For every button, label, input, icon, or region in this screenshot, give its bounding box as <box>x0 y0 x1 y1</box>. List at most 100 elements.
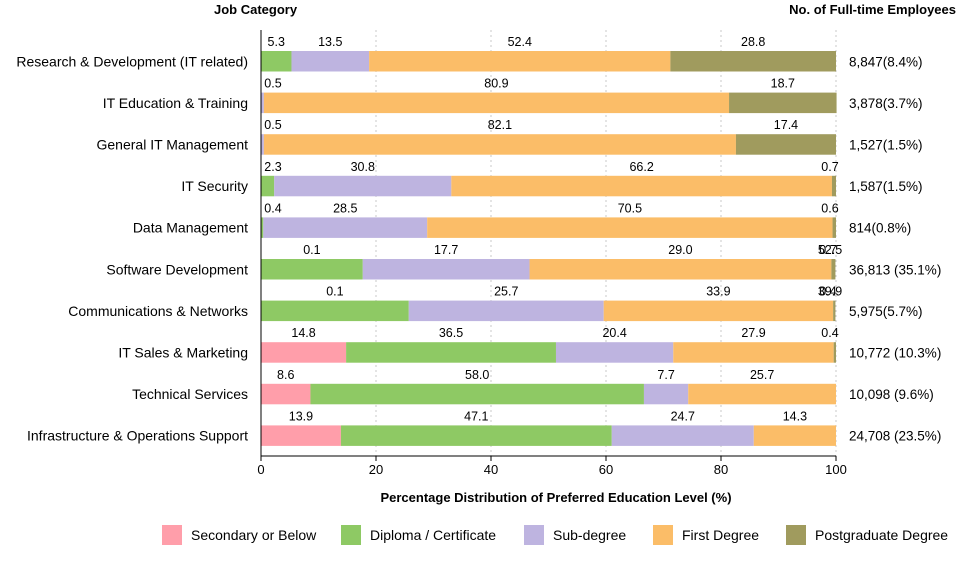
bar-segment-diploma-certificate <box>261 175 275 197</box>
category-label: Research & Development (IT related) <box>16 53 248 69</box>
job-category-header: Job Category <box>214 2 298 17</box>
data-label: 70.5 <box>618 201 642 215</box>
employee-count: 36,813 (35.1%) <box>849 262 941 277</box>
legend-swatch <box>786 525 806 545</box>
bar-segment-sub-degree <box>555 342 674 363</box>
data-label: 30.8 <box>351 160 375 174</box>
data-label: 0.7 <box>819 243 836 257</box>
legend-swatch <box>653 525 673 545</box>
data-label: 28.5 <box>333 201 357 215</box>
legend-swatch <box>341 525 361 545</box>
employee-count: 10,098 (9.6%) <box>849 387 934 402</box>
data-label: 0.4 <box>819 285 836 299</box>
category-label: Infrastructure & Operations Support <box>27 428 248 444</box>
employee-count: 24,708 (23.5%) <box>849 429 941 444</box>
employee-count: 1,587(1.5%) <box>849 179 923 194</box>
employees-header: No. of Full-time Employees <box>789 2 956 17</box>
data-label: 2.3 <box>264 160 281 174</box>
employee-count: 1,527(1.5%) <box>849 137 923 152</box>
data-label: 20.4 <box>602 326 626 340</box>
data-label: 33.9 <box>706 285 730 299</box>
bar-segment-sub-degree <box>274 175 452 197</box>
category-label: IT Security <box>181 178 248 194</box>
data-label: 25.7 <box>494 285 518 299</box>
data-label: 25.7 <box>750 368 774 382</box>
legend-label: Postgraduate Degree <box>815 527 948 543</box>
bar-segment-sub-degree <box>643 383 689 405</box>
data-label: 7.7 <box>657 368 674 382</box>
bar-segment-diploma-certificate <box>261 51 292 72</box>
bar-segment-secondary-or-below <box>261 383 311 405</box>
bar-segment-sub-degree <box>611 425 754 446</box>
x-tick-label: 60 <box>599 462 613 477</box>
category-label: Software Development <box>106 261 248 277</box>
data-label: 17.7 <box>434 243 458 257</box>
data-label: 0.5 <box>264 77 281 91</box>
employee-count: 3,878(3.7%) <box>849 96 923 111</box>
category-label: Data Management <box>133 220 248 236</box>
data-label: 66.2 <box>629 160 653 174</box>
bar-segment-secondary-or-below <box>261 342 347 363</box>
category-label: IT Sales & Marketing <box>118 344 248 360</box>
legend-swatch <box>162 525 182 545</box>
data-label: 17.4 <box>774 118 798 132</box>
data-label: 0.5 <box>264 118 281 132</box>
bar-segment-first-degree <box>427 217 833 238</box>
data-label: 13.9 <box>289 409 313 423</box>
employee-count: 10,772 (10.3%) <box>849 345 941 360</box>
bar-segment-first-degree <box>753 425 836 446</box>
data-label: 14.3 <box>783 409 807 423</box>
bar-segment-secondary-or-below <box>261 425 341 446</box>
bar-segment-postgraduate-degree <box>831 175 836 197</box>
data-label: 5.3 <box>268 35 285 49</box>
bar-segment-first-degree <box>369 51 671 72</box>
bar-segment-postgraduate-degree <box>831 259 836 280</box>
data-label: 39.9 <box>818 285 842 299</box>
data-label: 80.9 <box>484 77 508 91</box>
employee-count: 5,975(5.7%) <box>849 304 923 319</box>
bar-segment-diploma-certificate <box>261 259 363 280</box>
bar-segment-postgraduate-degree <box>670 51 836 72</box>
data-label: 0.7 <box>821 160 838 174</box>
data-label: 52.5 <box>818 243 842 257</box>
data-label: 58.0 <box>465 368 489 382</box>
bar-segment-postgraduate-degree <box>832 217 836 238</box>
bar-segment-first-degree <box>263 92 730 114</box>
bar-segment-diploma-certificate <box>340 425 612 446</box>
legend-swatch <box>524 525 544 545</box>
bar-segment-first-degree <box>688 383 836 405</box>
data-label: 18.7 <box>771 77 795 91</box>
data-label: 52.4 <box>508 35 532 49</box>
category-label: General IT Management <box>97 136 249 152</box>
bar-segment-sub-degree <box>408 300 604 322</box>
legend-label: First Degree <box>682 527 759 543</box>
data-label: 13.5 <box>318 35 342 49</box>
data-label: 0.6 <box>821 201 838 215</box>
data-label: 8.6 <box>277 368 294 382</box>
bar-segment-diploma-certificate <box>261 217 264 238</box>
data-label: 82.1 <box>488 118 512 132</box>
bar-segment-first-degree <box>263 134 736 155</box>
x-tick-label: 0 <box>257 462 264 477</box>
x-tick-label: 80 <box>714 462 728 477</box>
bar-segment-first-degree <box>529 259 832 280</box>
bar-segment-postgraduate-degree <box>735 134 836 155</box>
data-label: 27.9 <box>741 326 765 340</box>
data-label: 36.5 <box>439 326 463 340</box>
data-label: 28.8 <box>741 35 765 49</box>
data-label: 0.4 <box>821 326 838 340</box>
category-label: IT Education & Training <box>103 95 248 111</box>
legend-label: Diploma / Certificate <box>370 527 496 543</box>
category-label: Technical Services <box>132 386 248 402</box>
x-tick-label: 100 <box>825 462 847 477</box>
x-axis-title: Percentage Distribution of Preferred Edu… <box>380 490 731 505</box>
employee-count: 8,847(8.4%) <box>849 54 923 69</box>
x-tick-label: 40 <box>484 462 498 477</box>
bar-segment-sub-degree <box>261 92 264 114</box>
bar-segment-first-degree <box>451 175 832 197</box>
bar-segment-diploma-certificate <box>346 342 556 363</box>
data-label: 29.0 <box>668 243 692 257</box>
data-label: 0.1 <box>326 285 343 299</box>
bar-segment-sub-degree <box>362 259 530 280</box>
